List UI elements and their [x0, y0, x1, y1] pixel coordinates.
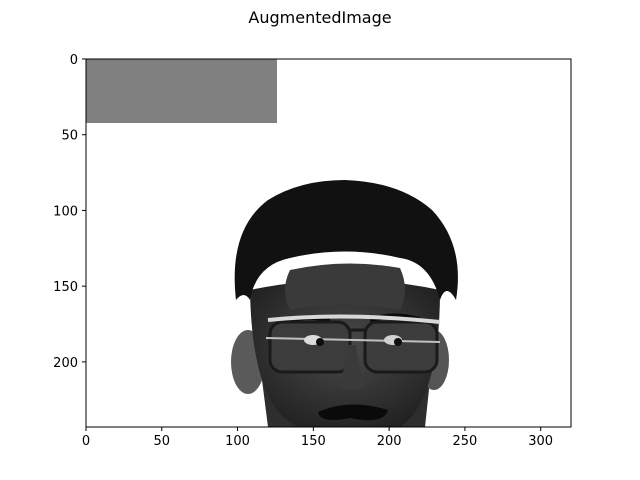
y-tick-label: 0 — [70, 53, 78, 68]
image-area — [86, 59, 571, 427]
y-tick-label: 50 — [61, 129, 78, 144]
y-tick-label: 200 — [53, 356, 78, 371]
figure-title: AugmentedImage — [248, 8, 391, 27]
y-tick-label: 150 — [53, 280, 78, 295]
occlusion-patch — [86, 59, 277, 123]
y-axis-ticks: 0 50 100 150 200 — [53, 53, 86, 371]
x-axis-ticks: 0 50 100 150 200 250 300 — [82, 427, 553, 449]
x-tick-label: 150 — [301, 434, 326, 449]
axes-frame — [85, 58, 572, 428]
x-tick-label: 200 — [377, 434, 402, 449]
y-tick-label: 100 — [53, 204, 78, 219]
glasses — [265, 314, 441, 374]
x-tick-label: 50 — [154, 434, 171, 449]
x-tick-label: 250 — [452, 434, 477, 449]
x-tick-label: 300 — [528, 434, 553, 449]
face-image — [231, 180, 458, 427]
x-tick-label: 100 — [225, 434, 250, 449]
x-tick-label: 0 — [82, 434, 90, 449]
